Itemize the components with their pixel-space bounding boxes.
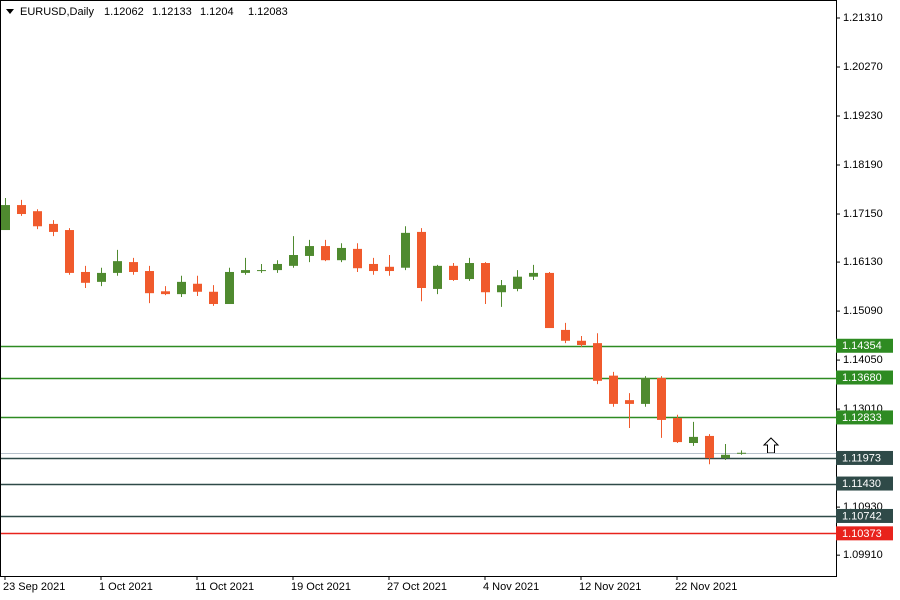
candle-body: [305, 246, 314, 256]
candle-body: [273, 263, 282, 271]
x-tick-label: 23 Sep 2021: [3, 581, 65, 593]
level-label-box: [836, 338, 893, 353]
y-tick-label: 1.20270: [843, 61, 883, 73]
candle-body: [129, 262, 138, 272]
x-tick-label: 11 Oct 2021: [195, 581, 254, 593]
header-open: 1.12062: [104, 6, 144, 18]
plot-frame: [0, 0, 837, 577]
candle-body: [113, 261, 122, 273]
candle-body: [369, 263, 378, 272]
y-tick-label: 1.17150: [843, 208, 883, 220]
symbol-menu-arrow[interactable]: [6, 9, 14, 14]
candle-body: [289, 255, 298, 266]
candle-body: [417, 231, 426, 288]
candle-body: [1, 205, 10, 231]
x-tick-label: 12 Nov 2021: [579, 581, 641, 593]
header-low: 1.1204: [200, 6, 234, 18]
candle-body: [241, 270, 250, 273]
x-tick-label: 1 Oct 2021: [99, 581, 153, 593]
level-label-box: [836, 450, 893, 465]
candle-body: [433, 265, 442, 289]
y-tick-label: 1.18190: [843, 159, 883, 171]
candle-body: [145, 271, 154, 294]
candle-body: [337, 247, 346, 261]
candle-body: [225, 271, 234, 305]
level-label-box: [836, 508, 893, 523]
candle-body: [689, 436, 698, 444]
candle-body: [641, 377, 650, 404]
candle-body: [449, 265, 458, 280]
candle-body: [673, 418, 682, 443]
candle-body: [593, 343, 602, 381]
level-label: 1.14354: [842, 340, 882, 352]
candle-body: [513, 276, 522, 289]
x-tick-label: 19 Oct 2021: [291, 581, 351, 593]
candle-body: [465, 263, 474, 280]
candle-body: [657, 377, 666, 420]
chart-title: EURUSD,Daily: [20, 6, 94, 18]
candle-body: [529, 272, 538, 277]
level-label-box: [836, 526, 893, 541]
candle-body: [609, 375, 618, 404]
candle-body: [353, 248, 362, 269]
candle-body: [385, 266, 394, 272]
candle-body: [257, 270, 266, 272]
candle-body: [161, 291, 170, 295]
candle-body: [577, 340, 586, 346]
candle-body: [33, 211, 42, 227]
level-label: 1.13680: [842, 372, 882, 384]
candle-body: [97, 272, 106, 282]
candle-body: [321, 246, 330, 261]
candle-body: [625, 400, 634, 404]
candle-body: [209, 291, 218, 305]
candle-body: [561, 329, 570, 341]
y-tick-label: 1.19230: [843, 110, 883, 122]
level-label-box: [836, 370, 893, 385]
x-tick-label: 22 Nov 2021: [675, 581, 737, 593]
candle-body: [193, 283, 202, 292]
candle-body: [497, 285, 506, 293]
x-tick-label: 27 Oct 2021: [387, 581, 447, 593]
x-tick-label: 4 Nov 2021: [483, 581, 539, 593]
level-label: 1.12833: [842, 412, 882, 424]
candle-body: [177, 281, 186, 295]
candle-body: [65, 230, 74, 273]
candle-body: [17, 205, 26, 215]
level-label-box: [836, 410, 893, 425]
y-tick-label: 1.15090: [843, 305, 883, 317]
y-tick-label: 1.21310: [843, 12, 883, 24]
candle-body: [401, 232, 410, 268]
candle-body: [545, 272, 554, 329]
candle-body: [81, 271, 90, 283]
header-close: 1.12083: [248, 6, 288, 18]
candle-body: [705, 435, 714, 459]
candle-body: [721, 454, 730, 459]
candle-body: [737, 452, 746, 454]
header-high: 1.12133: [152, 6, 192, 18]
level-label: 1.11973: [842, 452, 881, 464]
level-label: 1.10373: [842, 528, 882, 540]
y-tick-label: 1.09910: [843, 549, 883, 561]
level-label: 1.10742: [842, 510, 882, 522]
candle-body: [481, 263, 490, 293]
level-label: 1.11430: [842, 478, 881, 490]
y-tick-label: 1.14050: [843, 354, 883, 366]
level-label-box: [836, 476, 893, 491]
y-tick-label: 1.16130: [843, 256, 883, 268]
candle-body: [49, 223, 58, 232]
